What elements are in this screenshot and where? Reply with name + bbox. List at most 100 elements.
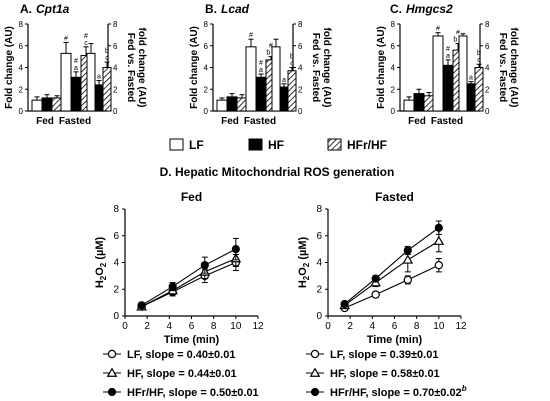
significance-mark: a <box>97 74 101 81</box>
y-axis-label-right-line2: fold change (AU) <box>321 28 332 108</box>
y-tick-label-right: 8 <box>298 20 303 29</box>
marker-filled-circle <box>340 299 349 309</box>
y-axis-label-part: H <box>94 280 106 288</box>
legend-label-hfrhf: HFr/HF <box>347 138 387 152</box>
panel-letter: A. <box>20 2 32 16</box>
x-tick-label: 0 <box>325 321 331 332</box>
bar-lf-1 <box>60 52 72 112</box>
significance-mark: a <box>446 53 450 60</box>
y-tick-label-left: 6 <box>204 42 209 51</box>
y-tick-label-left: 6 <box>19 42 24 51</box>
y-axis-label-part: H <box>297 280 309 288</box>
panel-d-title: D. Hepatic Mitochondrial ROS generation <box>160 165 395 179</box>
y-tick-label-right: 4 <box>113 64 118 73</box>
y-tick-label: 0 <box>113 311 119 322</box>
bar-hfrhf-2 <box>287 70 297 112</box>
series-line-1 <box>344 240 440 306</box>
bar-hf-0 <box>226 96 238 112</box>
y-tick-label: 0 <box>316 311 322 322</box>
y-tick-label-right: 6 <box>485 42 490 51</box>
significance-mark: # <box>436 26 440 33</box>
y-tick-label-left: 0 <box>19 107 24 116</box>
significance-mark: b <box>290 54 294 61</box>
significance-mark: # <box>456 30 460 37</box>
series-line-0 <box>141 261 237 308</box>
x-tick-label: 6 <box>392 321 398 332</box>
bar-lf-0 <box>216 99 228 112</box>
y-tick-label-left: 2 <box>19 85 24 94</box>
panel-letter: B. <box>205 2 217 16</box>
y-tick-label-right: 0 <box>113 107 118 116</box>
y-tick-label: 2 <box>113 284 119 295</box>
y-tick-label-left: 4 <box>391 64 396 73</box>
marker-filled-circle <box>434 223 443 232</box>
y-tick-label: 4 <box>113 258 119 269</box>
marker-filled-circle <box>107 387 117 397</box>
legend-superscript: b <box>462 384 467 393</box>
marker-open-circle <box>371 290 380 299</box>
group-label-fed: Fed <box>221 116 239 127</box>
y-tick-label-right: 0 <box>298 107 303 116</box>
y-tick-label: 8 <box>113 204 119 215</box>
bar-hf-1 <box>255 76 267 112</box>
y-tick-label-right: 6 <box>298 42 303 51</box>
bar-panel-hmgcs2: C. Hmgcs2 0 0 2 2 4 4 6 6 8 8 Fold change (AU) Fed v… <box>376 2 519 127</box>
y-tick-label-right: 0 <box>485 107 490 116</box>
y-tick-label-left: 2 <box>391 85 396 94</box>
marker-filled-circle <box>310 387 320 397</box>
panel-gene-title: Cpt1a <box>36 2 70 16</box>
marker-open-triangle <box>309 367 321 377</box>
line-panel-title: Fasted <box>375 190 414 204</box>
bar-lf-1 <box>432 35 444 112</box>
y-tick-label-right: 2 <box>485 85 490 94</box>
y-tick-label-left: 2 <box>204 85 209 94</box>
x-axis-label: Time (min) <box>164 334 220 346</box>
x-tick-label: 10 <box>230 321 242 332</box>
marker-filled-circle <box>403 246 412 255</box>
y-axis-label-part: (µM) <box>297 237 309 263</box>
y-tick-label-left: 4 <box>19 64 24 73</box>
significance-mark: a <box>469 75 473 82</box>
y-tick-label-right: 2 <box>298 85 303 94</box>
bar-lf-2 <box>86 52 96 112</box>
marker-filled-circle <box>137 301 146 310</box>
x-tick-label: 0 <box>122 321 128 332</box>
marker-filled-circle <box>231 245 240 254</box>
significance-mark: # <box>84 33 88 40</box>
y-tick-label-right: 8 <box>485 20 490 29</box>
y-axis-label-right-line2: fold change (AU) <box>508 28 519 108</box>
y-axis-label-right-line2: fold change (AU) <box>136 28 147 108</box>
y-tick-label-left: 8 <box>391 20 396 29</box>
y-axis-label-left: Fold change (AU) <box>189 26 200 109</box>
series-line-0 <box>344 264 440 309</box>
significance-mark: a <box>259 67 263 74</box>
panel-gene-title: Lcad <box>221 2 250 16</box>
legend-label-lf: LF <box>189 138 204 152</box>
y-axis-label-right-line1: Fed vs. Fasted <box>125 33 136 102</box>
group-label-fasted: Fasted <box>244 116 276 127</box>
y-axis-label: H2O2 (µM) <box>94 237 108 289</box>
significance-mark: c <box>84 40 88 47</box>
legend-label: HF, slope = 0.44±0.01 <box>127 368 237 380</box>
marker-open-triangle <box>433 235 445 245</box>
series-line-2 <box>344 227 440 305</box>
y-tick-label-left: 0 <box>204 107 209 116</box>
bar-lf-0 <box>403 99 415 112</box>
panel-gene-title: Hmgcs2 <box>406 2 453 16</box>
bar-lf-2 <box>271 46 281 112</box>
bar-hf-2 <box>466 83 476 112</box>
series-line-1 <box>141 257 237 308</box>
y-axis-label-right-line1: Fed vs. Fasted <box>497 33 508 102</box>
x-tick-label: 2 <box>347 321 353 332</box>
y-tick-label-left: 4 <box>204 64 209 73</box>
y-tick-label: 8 <box>316 204 322 215</box>
x-tick-label: 4 <box>370 321 376 332</box>
significance-mark: a <box>74 65 78 72</box>
y-tick-label-left: 0 <box>391 107 396 116</box>
legend-swatch-hfrhf <box>327 138 342 151</box>
legend-label: HF, slope = 0.58±0.01 <box>330 368 440 380</box>
x-tick-label: 2 <box>144 321 150 332</box>
